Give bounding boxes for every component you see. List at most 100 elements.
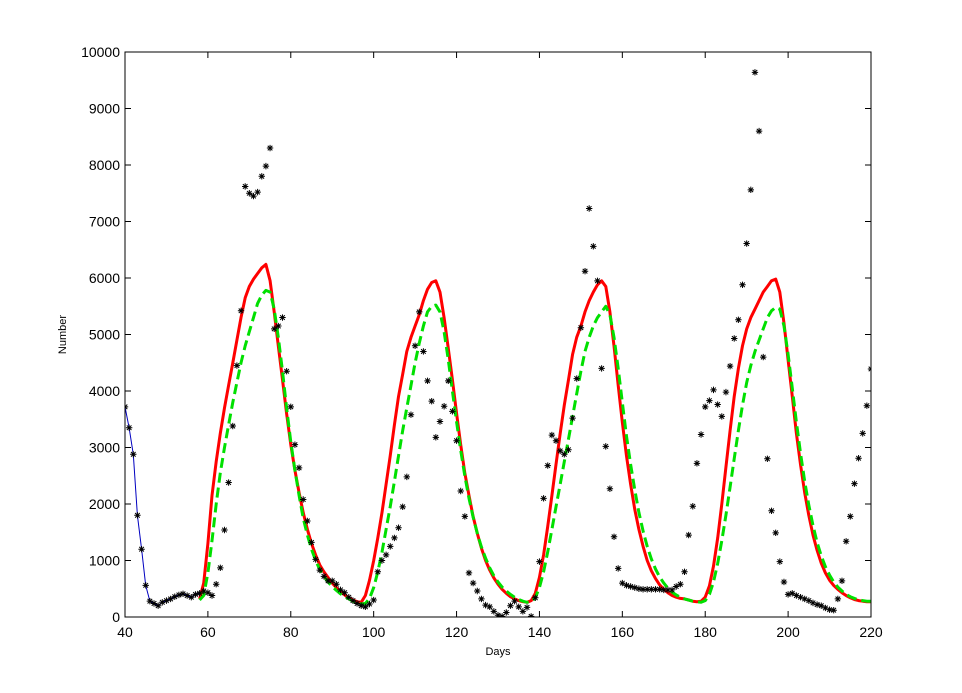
data-point [689,503,696,510]
data-point [519,608,527,615]
data-point [399,503,406,511]
data-point [229,422,236,430]
y-tick-label: 1000 [89,553,120,569]
data-point [673,583,680,590]
data-point [225,479,232,486]
data-point [685,531,692,539]
data-point [241,183,249,190]
data-point [146,597,154,605]
data-point [478,595,485,603]
y-axis-label: Number [57,315,69,354]
data-point [171,593,178,600]
data-point [411,342,419,349]
data-point [830,607,837,614]
x-tick-label: 200 [776,624,800,640]
data-point [192,591,199,598]
data-point [573,375,580,382]
plot-marks [125,69,871,617]
data-point [183,592,191,599]
data-point [507,602,514,609]
x-tick-label: 160 [611,624,635,640]
y-tick-label: 5000 [89,327,120,343]
data-point [445,377,452,385]
data-point [130,451,137,458]
data-point [370,596,377,604]
data-point [188,594,195,601]
data-point [246,190,253,197]
data-point [291,441,299,448]
data-point [333,581,340,588]
data-point [847,513,854,520]
data-point [702,403,709,411]
data-point [523,604,531,611]
data-point [780,578,788,586]
data-point [366,600,373,608]
data-point [486,603,493,611]
data-point [196,590,203,597]
data-point [316,566,323,574]
y-tick-label: 7000 [89,214,120,230]
data-point [760,353,767,361]
data-point [279,314,286,321]
data-point [258,173,265,180]
data-point [341,589,348,596]
data-point [154,602,162,609]
data-point [349,597,357,604]
data-point [776,558,784,565]
data-point [353,600,361,607]
data-point [527,613,535,617]
y-tick-label: 6000 [89,270,120,286]
data-point [693,460,701,467]
data-point [768,507,775,514]
data-point [221,526,228,534]
data-point [362,603,369,611]
x-tick-label: 180 [694,624,718,640]
data-point [627,583,634,590]
data-point [212,581,220,588]
data-point [556,447,564,455]
y-tick-label: 10000 [81,44,120,60]
data-point [656,586,663,593]
data-point [465,569,473,577]
data-point [838,577,846,585]
data-point [150,600,158,607]
data-point [457,487,464,495]
data-point [382,551,390,559]
data-point [842,538,850,545]
data-point [681,568,688,575]
data-point [391,534,398,542]
data-point [250,192,257,200]
data-point [532,594,539,601]
data-point [585,205,593,212]
axes: 40 60 80 100 120 140 160 180 200 220 0 1000 2000 3000… [81,44,883,640]
data-point [718,413,725,420]
data-point [813,601,821,608]
data-point [200,587,207,595]
data-point [619,579,626,587]
data-point [751,69,759,76]
data-point [610,533,618,540]
data-point [552,437,560,444]
data-point [722,388,730,396]
data-point [138,546,145,553]
series-line-3 [198,288,871,606]
data-point [743,240,750,247]
data-point [789,590,796,597]
data-point [793,592,800,599]
x-axis-label: Days [485,646,511,658]
data-point [254,188,261,196]
data-point [490,608,498,615]
data-point [374,568,382,575]
data-point [449,408,456,415]
x-tick-label: 140 [528,624,552,640]
data-point [652,586,659,593]
x-tick-label: 40 [117,624,133,640]
data-point [498,613,506,617]
data-point [271,325,278,333]
data-point [440,403,448,410]
data-point [809,599,817,607]
data-point [660,586,667,594]
y-tick-label: 9000 [89,101,120,117]
x-tick-label: 80 [283,624,299,640]
data-point [569,414,576,422]
